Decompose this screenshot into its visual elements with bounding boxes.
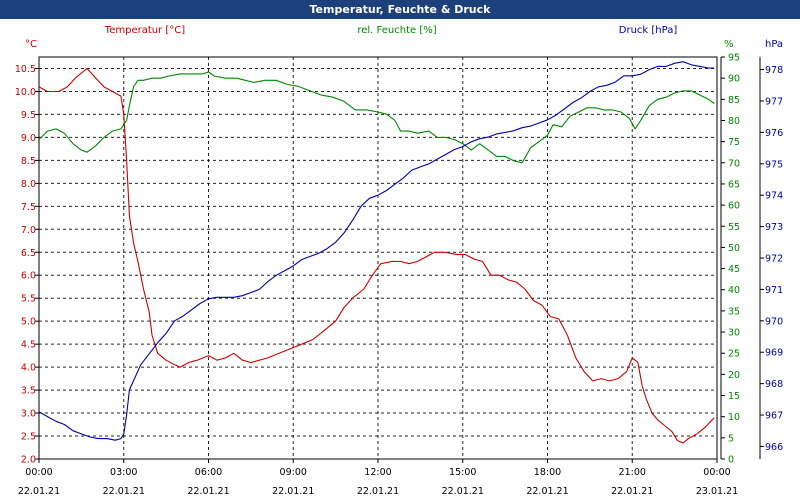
x-tick-label-time: 15:00 [449, 467, 476, 478]
y-tick-label-hum: 10 [728, 412, 740, 423]
y-tick-label-press: 976 [765, 128, 783, 139]
y-tick-label-hum: 70 [728, 158, 740, 169]
x-tick-label-time: 06:00 [195, 467, 222, 478]
x-tick-label-time: 18:00 [534, 467, 561, 478]
y-tick-label-press: 972 [765, 254, 783, 265]
y-tick-label-temp: 8.0 [21, 179, 36, 190]
y-tick-label-press: 966 [765, 442, 783, 453]
y-tick-label-temp: 5.0 [21, 317, 36, 328]
x-tick-label-time: 09:00 [280, 467, 307, 478]
y-tick-label-temp: 3.5 [21, 386, 36, 397]
x-tick-label-time: 00:00 [703, 467, 730, 478]
series-line-pressure [38, 61, 715, 441]
y-tick-label-press: 969 [765, 348, 783, 359]
y-tick-label-temp: 9.0 [21, 133, 36, 144]
y-tick-label-temp: 10.5 [15, 64, 36, 75]
y-tick-label-hum: 75 [728, 137, 740, 148]
y-axis-unit-temp: °C [25, 39, 37, 50]
x-tick-label-date: 23.01.21 [696, 486, 738, 497]
y-tick-label-temp: 6.5 [21, 248, 36, 259]
y-tick-label-temp: 7.5 [21, 202, 36, 213]
y-tick-label-hum: 90 [728, 74, 740, 85]
x-tick-label-date: 22.01.21 [357, 486, 399, 497]
y-tick-label-press: 975 [765, 159, 783, 170]
y-tick-label-press: 978 [765, 65, 783, 76]
x-tick-label-date: 22.01.21 [18, 486, 60, 497]
y-tick-label-temp: 4.5 [21, 340, 36, 351]
x-tick-label-date: 22.01.21 [526, 486, 568, 497]
y-tick-label-temp: 2.0 [21, 455, 36, 466]
y-tick-label-temp: 6.0 [21, 271, 36, 282]
y-tick-label-hum: 40 [728, 285, 740, 296]
y-tick-label-hum: 5 [728, 433, 734, 444]
y-tick-label-press: 971 [765, 285, 783, 296]
y-tick-label-hum: 15 [728, 391, 740, 402]
y-tick-label-hum: 60 [728, 201, 740, 212]
y-tick-label-hum: 25 [728, 349, 740, 360]
y-tick-label-hum: 35 [728, 306, 740, 317]
y-tick-label-hum: 85 [728, 95, 740, 106]
y-tick-label-temp: 5.5 [21, 294, 36, 305]
y-tick-label-temp: 4.0 [21, 363, 36, 374]
y-tick-label-temp: 3.0 [21, 409, 36, 420]
y-tick-label-press: 968 [765, 379, 783, 390]
y-tick-label-hum: 55 [728, 222, 740, 233]
x-tick-label-time: 00:00 [25, 467, 52, 478]
y-tick-label-press: 974 [765, 191, 783, 202]
y-tick-label-temp: 8.5 [21, 156, 36, 167]
y-axis-unit-press: hPa [765, 39, 783, 50]
y-axis-unit-hum: % [724, 39, 734, 50]
x-tick-label-date: 22.01.21 [442, 486, 484, 497]
x-tick-label-date: 22.01.21 [187, 486, 229, 497]
y-tick-label-hum: 45 [728, 264, 740, 275]
chart-title: Temperatur, Feuchte & Druck [0, 0, 800, 19]
y-tick-label-hum: 0 [728, 455, 734, 466]
x-tick-label-date: 22.01.21 [272, 486, 314, 497]
chart-area: 2.0 2.5 3.0 3.5 4.0 4.5 5.0 5.5 6.0 6.5 7.0 7.5 8.0 8… [15, 25, 783, 497]
series-line-temperature [38, 67, 715, 444]
series-label-pressure: Druck [hPa] [619, 25, 678, 36]
y-tick-label-hum: 30 [728, 328, 740, 339]
y-tick-label-press: 967 [765, 411, 783, 422]
x-tick-label-time: 03:00 [110, 467, 137, 478]
x-tick-label-time: 12:00 [364, 467, 391, 478]
series-label-humidity: rel. Feuchte [%] [357, 25, 436, 36]
y-tick-label-press: 977 [765, 96, 783, 107]
series-label-temperature: Temperatur [°C] [104, 25, 185, 36]
y-tick-label-temp: 9.5 [21, 110, 36, 121]
x-tick-label-time: 21:00 [619, 467, 646, 478]
y-tick-label-temp: 2.5 [21, 432, 36, 443]
x-tick-label-date: 22.01.21 [611, 486, 653, 497]
y-tick-label-temp: 7.0 [21, 225, 36, 236]
y-tick-label-hum: 65 [728, 179, 740, 190]
y-tick-label-hum: 80 [728, 116, 740, 127]
y-tick-label-press: 973 [765, 222, 783, 233]
y-tick-label-press: 970 [765, 316, 783, 327]
y-tick-label-temp: 10.0 [15, 87, 36, 98]
series-line-humidity [38, 71, 715, 164]
y-tick-label-hum: 50 [728, 243, 740, 254]
y-tick-label-hum: 20 [728, 370, 740, 381]
y-tick-label-hum: 95 [728, 53, 740, 64]
x-tick-label-date: 22.01.21 [103, 486, 145, 497]
